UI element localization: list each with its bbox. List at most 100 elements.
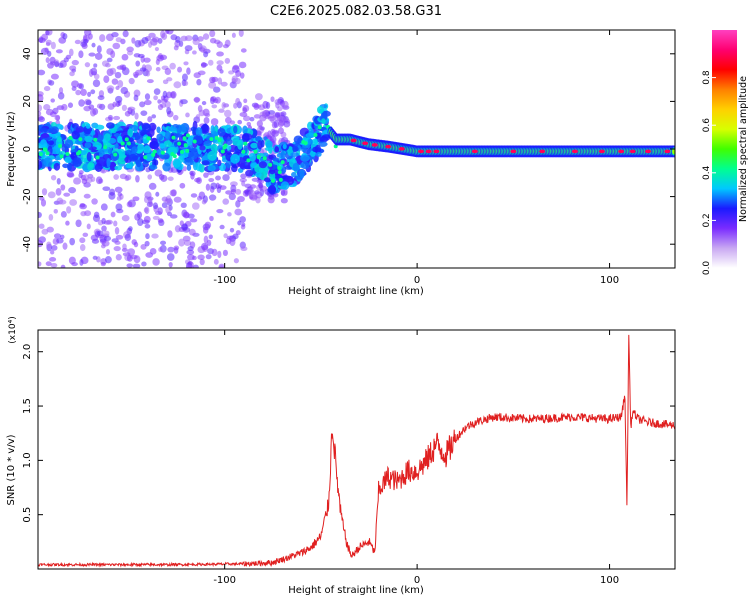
spectrogram-cell — [235, 230, 241, 236]
spectrogram-cell — [117, 135, 123, 144]
spectrogram-cell — [317, 125, 322, 130]
spectrogram-cell — [149, 164, 158, 170]
spectrogram-cell — [350, 138, 357, 143]
spectrogram-cell — [43, 157, 53, 167]
spectrogram-cell — [131, 146, 138, 154]
spectrogram-cell — [173, 45, 179, 51]
spectrogram-cell — [65, 220, 70, 226]
spectrogram-cell — [280, 181, 290, 190]
spectrogram-cell — [248, 190, 257, 198]
spectrogram-cell — [148, 200, 153, 207]
spectrogram-cell — [241, 132, 250, 143]
spectrogram-cell — [64, 139, 74, 149]
spectrogram-cell — [178, 238, 185, 247]
spectrogram-cell — [96, 45, 102, 54]
spectrogram-cell — [232, 64, 240, 70]
spectrogram-cell — [183, 143, 188, 148]
spectrogram-cell — [111, 78, 119, 85]
snr-panel: -100 0 100 0.5 1.0 1.5 2.0 Height of straight… — [6, 316, 676, 596]
spectrogram-cell — [164, 101, 171, 109]
spectrogram-cell — [510, 149, 517, 154]
spectrogram-cell — [180, 149, 185, 154]
spectrogram-cell — [93, 63, 98, 68]
spectrogram-cell — [120, 86, 129, 95]
snr-frame — [37, 329, 676, 570]
spectrogram-cell — [240, 48, 247, 53]
spectrogram-cell — [40, 133, 50, 139]
spectrogram-cell — [77, 149, 82, 154]
spectrogram-cell — [208, 81, 217, 89]
spectrogram-cell — [41, 228, 49, 235]
spectrogram-cell — [207, 164, 216, 172]
spectrogram-cell — [88, 161, 95, 168]
spectrogram-cell — [185, 112, 190, 118]
spectrogram-cell — [170, 152, 175, 157]
spectrogram-cell — [56, 237, 64, 244]
spectrogram-cell — [149, 248, 157, 255]
spectrogram-cell — [147, 174, 153, 180]
spectrogram-cell — [271, 178, 276, 183]
spectrogram-cell — [172, 114, 179, 121]
spectrogram-cell — [210, 124, 215, 135]
spectrogram-cell — [96, 103, 103, 109]
spectrogram-cell — [270, 96, 275, 103]
spectrogram-cell — [209, 30, 216, 38]
spectrogram-cell — [157, 103, 164, 111]
spectrogram-cell — [38, 223, 45, 229]
figure-title: C2E6.2025.082.03.58.G31 — [270, 4, 442, 19]
spectrogram-cell — [198, 109, 206, 117]
colorbar-gradient — [712, 30, 737, 268]
spectrogram-cell — [119, 64, 125, 71]
spectrogram-cell — [192, 139, 197, 144]
spectrogram-cell — [211, 104, 218, 109]
spectrogram-cell — [133, 53, 141, 58]
spectrogram-cell — [280, 189, 286, 196]
spectrogram-cell — [187, 136, 194, 146]
spectrogram-cell — [46, 241, 52, 249]
spectrogram-cell — [258, 168, 264, 173]
spectrogram-cell — [243, 141, 248, 146]
spectrogram-cell — [223, 143, 228, 148]
spectrogram-y-label: Frequency (Hz) — [6, 111, 17, 187]
spectrogram-cell — [47, 62, 55, 69]
spectrogram-cell — [190, 172, 195, 180]
spectrogram-cell — [131, 37, 136, 44]
spectrogram-cell — [101, 217, 106, 225]
spectrogram-cell — [80, 256, 89, 265]
spectrogram-cell — [82, 232, 89, 237]
spectrogram-cell — [105, 248, 111, 255]
spectrogram-cell — [94, 52, 103, 60]
spectrogram-cell — [205, 183, 211, 191]
spectrogram-cell — [188, 151, 198, 160]
spectrogram-cell — [38, 261, 42, 267]
spectrogram-cell — [189, 218, 198, 223]
spectrogram-cell — [139, 67, 147, 72]
spectrogram-cell — [50, 98, 55, 103]
spectrogram-cell — [40, 47, 49, 55]
spectrogram-cell — [234, 77, 241, 85]
spectrogram-cell — [112, 42, 121, 50]
spectrogram-cell — [58, 143, 63, 148]
spectrogram-cell — [95, 155, 100, 160]
spectrogram-cell — [249, 116, 255, 122]
spectrogram-cell — [246, 121, 252, 127]
spectrogram-cell — [265, 101, 271, 110]
spectrogram-cell — [598, 149, 605, 154]
spectrogram-cell — [229, 81, 237, 89]
spectrogram-cell — [75, 126, 85, 133]
spectrogram-cell — [201, 242, 209, 251]
spectrogram-cell — [238, 30, 244, 37]
spectrogram-cell — [69, 71, 75, 77]
spectrogram-cell — [299, 169, 305, 179]
spectrogram-cell — [180, 122, 190, 133]
spectrogram-x-ticks: -100 0 100 — [213, 30, 619, 286]
spectrogram-cell — [159, 143, 166, 149]
spectrogram-cell — [425, 149, 432, 154]
spectrogram-cell — [60, 210, 67, 218]
spectrogram-cell — [151, 233, 159, 239]
spectrogram-cell — [114, 226, 120, 235]
spectrogram-cell — [74, 140, 83, 145]
spectrogram-cell — [55, 187, 62, 196]
colorbar-tick-label: 0.0 — [702, 261, 712, 276]
spectrogram-cell — [264, 146, 274, 152]
